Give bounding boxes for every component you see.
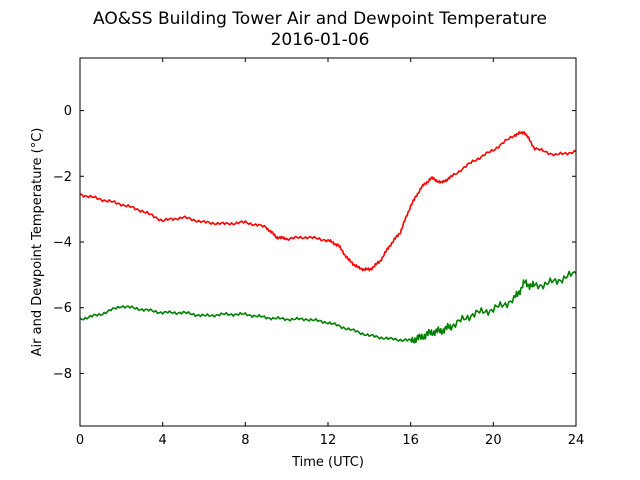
chart-subtitle: 2016-01-06 [271,30,370,50]
x-tick-label: 8 [241,433,249,448]
x-tick-label: 20 [485,433,502,448]
y-tick-label: −4 [53,236,72,251]
series-line-0 [79,130,577,272]
ticks-layer: 0 4 8 12 16 20 24 0 −2 −4 −6 −8 [53,58,584,448]
plot-frame [79,57,577,427]
x-axis-label: Time (UTC) [291,455,364,470]
series-line-1 [79,270,577,344]
y-tick-label: −8 [53,367,72,382]
x-tick-label: 0 [76,433,84,448]
x-tick-label: 16 [402,433,419,448]
y-tick-label: 0 [64,104,72,119]
y-tick-label: −6 [53,301,72,316]
x-tick-label: 12 [320,433,337,448]
y-tick-label: −2 [53,170,72,185]
series-layer [79,130,577,344]
plot-area: 0 4 8 12 16 20 24 0 −2 −4 −6 −8 [53,57,584,448]
x-tick-label: 4 [159,433,167,448]
chart-title: AO&SS Building Tower Air and Dewpoint Te… [93,9,547,29]
x-tick-label: 24 [568,433,585,448]
y-axis-label: Air and Dewpoint Temperature (°C) [30,128,45,357]
